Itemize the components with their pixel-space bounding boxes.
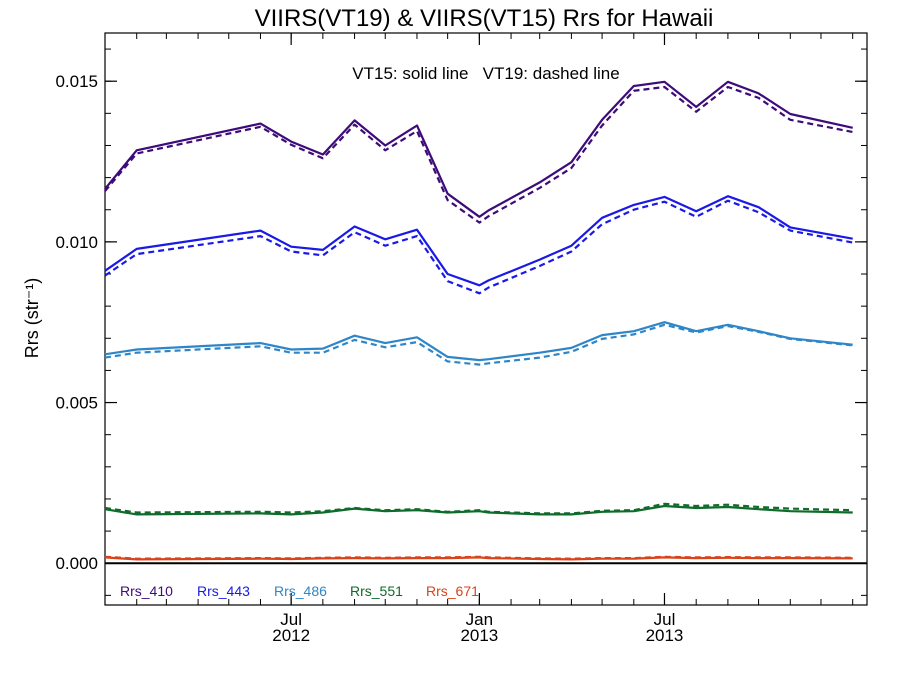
- y-tick-label: 0.005: [55, 394, 98, 413]
- legend-entry: Rrs_551: [350, 583, 403, 599]
- y-tick-label: 0.010: [55, 233, 98, 252]
- rrs-410-vt15-line: [104, 80, 853, 218]
- x-tick-year-label: 2012: [272, 626, 310, 645]
- line-style-annotation: VT15: solid line VT19: dashed line: [352, 64, 619, 83]
- y-tick-label: 0.015: [55, 72, 98, 91]
- legend-entry: Rrs_486: [274, 583, 327, 599]
- legend: Rrs_410 Rrs_443 Rrs_486 Rrs_551 Rrs_671: [120, 583, 479, 599]
- rrs-410-vt19-line: [104, 85, 853, 224]
- y-axis-label: Rrs (str⁻¹): [22, 278, 42, 358]
- rrs-443-vt19-line: [104, 199, 853, 295]
- plot-frame: [104, 32, 868, 606]
- legend-entry: Rrs_671: [426, 583, 479, 599]
- legend-entry: Rrs_443: [197, 583, 250, 599]
- chart-title: VIIRS(VT19) & VIIRS(VT15) Rrs for Hawaii: [255, 5, 714, 32]
- rrs-486-vt19-line: [104, 323, 853, 366]
- series-lines: [104, 80, 867, 565]
- rrs-443-vt15-line: [104, 195, 853, 287]
- y-axis: 0.000 0.005 0.010 0.015: [55, 48, 867, 596]
- x-tick-year-label: 2013: [460, 626, 498, 645]
- rrs-551-vt15-line: [104, 504, 853, 516]
- x-tick-label: Jul: [280, 610, 302, 629]
- rrs-671-vt15-line: [104, 556, 853, 561]
- x-tick-label: Jul: [654, 610, 676, 629]
- x-tick-label: Jan: [466, 610, 493, 629]
- y-tick-label: 0.000: [55, 554, 98, 573]
- legend-entry: Rrs_410: [120, 583, 173, 599]
- rrs-486-vt15-line: [104, 321, 853, 362]
- x-tick-year-label: 2013: [646, 626, 684, 645]
